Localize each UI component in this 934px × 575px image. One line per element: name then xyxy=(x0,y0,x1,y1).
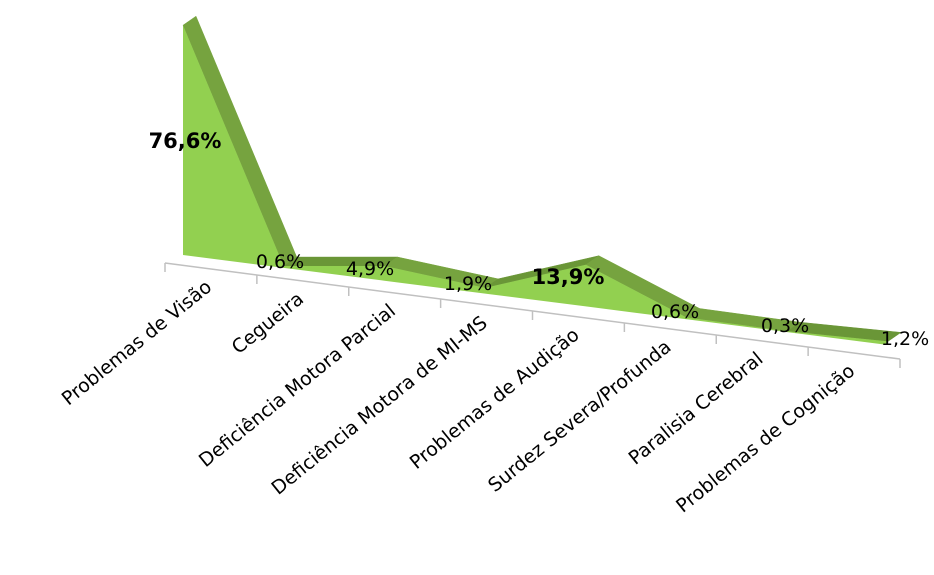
tick-label: Deficiência Motora Parcial xyxy=(195,300,400,472)
data-label: 0,3% xyxy=(761,315,809,337)
tick-label: Deficiência Motora de MI-MS xyxy=(267,312,491,500)
tick-label: Surdez Severa/Profunda xyxy=(484,336,675,497)
data-labels: 76,6% 0,6% 4,9% 1,9% 13,9% 0,6% 0,3% 1,2% xyxy=(149,129,930,350)
data-label: 1,9% xyxy=(444,273,492,295)
data-label: 76,6% xyxy=(149,129,222,153)
ribbon-top-faces xyxy=(182,15,902,342)
data-label: 1,2% xyxy=(881,328,929,350)
data-label: 4,9% xyxy=(346,258,394,280)
tick-label: Problemas de Cognição xyxy=(672,360,859,517)
series-area xyxy=(183,25,888,345)
data-label: 13,9% xyxy=(532,265,605,289)
data-label: 0,6% xyxy=(256,251,304,273)
tick-label: Problemas de Visão xyxy=(58,276,216,410)
data-label: 0,6% xyxy=(651,301,699,323)
tick-label: Problemas de Audição xyxy=(406,324,584,474)
tick-label: Cegueira xyxy=(228,288,308,359)
category-axis xyxy=(164,262,901,368)
ribbon-front-face xyxy=(183,25,888,345)
ribbon-top-segment xyxy=(786,321,902,342)
